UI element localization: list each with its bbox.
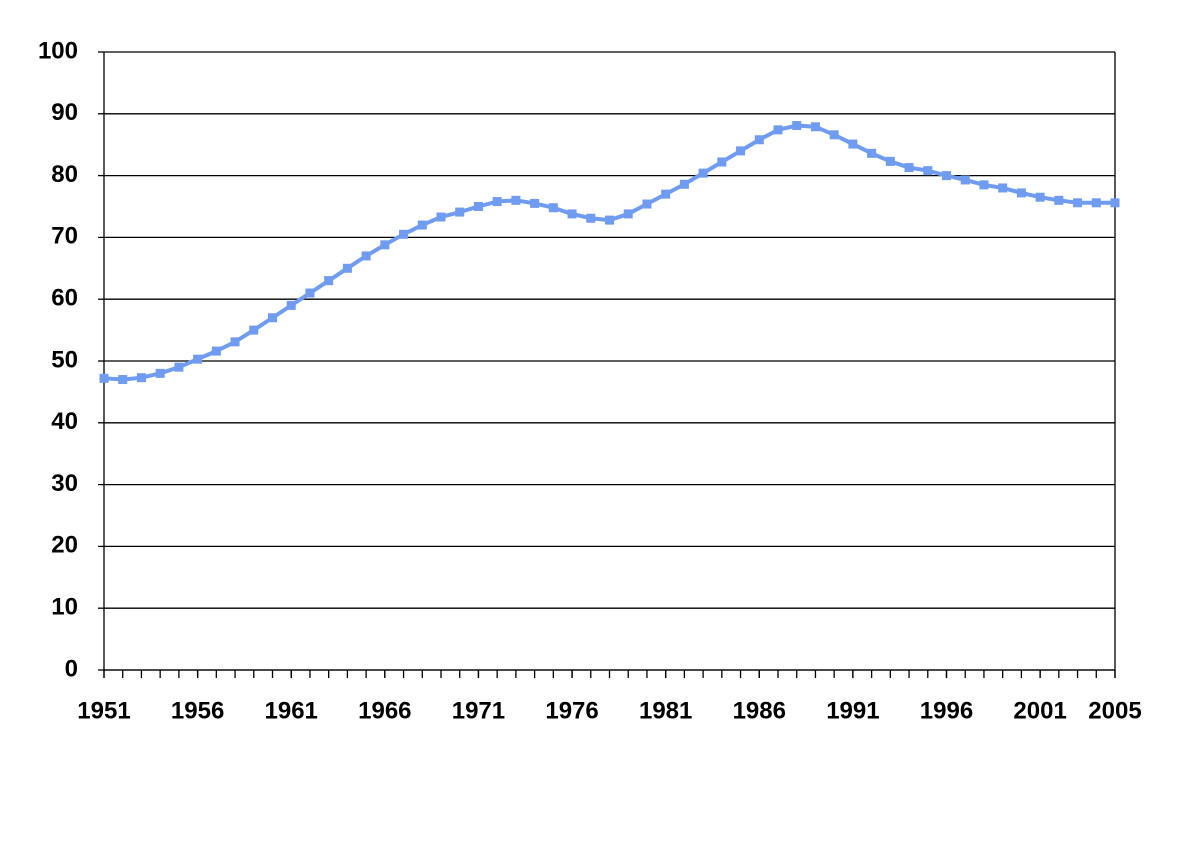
point-marker: [736, 146, 746, 156]
point-marker: [473, 202, 483, 211]
point-marker: [942, 171, 951, 181]
y-tick-label: 80: [51, 161, 78, 188]
x-tick-label: 1986: [733, 697, 786, 724]
point-marker: [211, 346, 221, 356]
point-marker: [417, 220, 427, 230]
y-tick-label: 100: [38, 37, 78, 64]
point-marker: [380, 240, 390, 250]
point-marker: [567, 209, 577, 219]
point-marker: [1110, 198, 1120, 208]
point-marker: [268, 313, 277, 323]
point-marker: [923, 166, 933, 176]
x-tick-label: 2001: [1013, 697, 1066, 724]
point-marker: [1054, 195, 1064, 205]
point-marker: [511, 195, 521, 205]
point-marker: [867, 148, 877, 158]
point-marker: [286, 300, 296, 310]
point-marker: [998, 183, 1008, 193]
y-tick-label: 90: [51, 99, 78, 126]
point-marker: [399, 229, 409, 239]
y-tick-label: 40: [51, 408, 78, 435]
x-tick-label: 1961: [265, 697, 318, 724]
x-tick-label: 1971: [452, 697, 505, 724]
point-marker: [679, 179, 689, 189]
x-tick-label: 1991: [826, 697, 879, 724]
point-marker: [230, 337, 240, 347]
point-marker: [436, 212, 446, 222]
point-marker: [118, 375, 128, 385]
y-tick-label: 70: [51, 223, 78, 250]
point-marker: [979, 180, 989, 190]
point-marker: [530, 198, 540, 208]
point-marker: [99, 373, 109, 383]
point-marker: [249, 325, 259, 335]
point-marker: [305, 288, 315, 298]
x-tick-label: 1956: [171, 697, 224, 724]
y-tick-label: 30: [51, 470, 78, 497]
x-tick-label: 1976: [545, 697, 598, 724]
point-marker: [773, 125, 783, 135]
y-tick-label: 20: [51, 532, 78, 559]
point-marker: [792, 121, 802, 131]
point-marker: [623, 209, 633, 219]
y-tick-label: 0: [65, 655, 78, 682]
point-marker: [548, 203, 558, 213]
point-marker: [193, 354, 203, 364]
y-tick-label: 60: [51, 285, 78, 312]
point-marker: [754, 135, 764, 145]
x-tick-label: 2005: [1088, 697, 1141, 724]
point-marker: [1091, 198, 1101, 208]
point-marker: [642, 199, 652, 209]
point-marker: [155, 368, 165, 378]
point-marker: [717, 157, 727, 167]
point-marker: [661, 189, 671, 199]
y-tick-label: 50: [51, 346, 78, 373]
point-marker: [342, 263, 352, 273]
point-marker: [1016, 188, 1026, 198]
x-tick-label: 1951: [77, 697, 130, 724]
x-tick-label: 1981: [639, 697, 692, 724]
x-tick-label: 1966: [358, 697, 411, 724]
point-marker: [848, 139, 858, 149]
point-marker: [324, 276, 334, 286]
point-marker: [904, 163, 914, 173]
point-marker: [361, 251, 371, 261]
point-marker: [885, 156, 895, 166]
point-marker: [455, 207, 465, 217]
point-marker: [174, 362, 184, 372]
point-marker: [698, 168, 708, 178]
x-tick-label: 1996: [920, 697, 973, 724]
point-marker: [960, 175, 970, 185]
point-marker: [829, 130, 839, 140]
point-marker: [1073, 198, 1083, 208]
point-marker: [586, 213, 596, 223]
point-marker: [605, 215, 614, 225]
point-marker: [810, 122, 820, 132]
y-tick-label: 10: [51, 594, 78, 621]
point-marker: [1035, 192, 1045, 202]
point-marker: [492, 197, 502, 207]
point-marker: [136, 373, 146, 383]
